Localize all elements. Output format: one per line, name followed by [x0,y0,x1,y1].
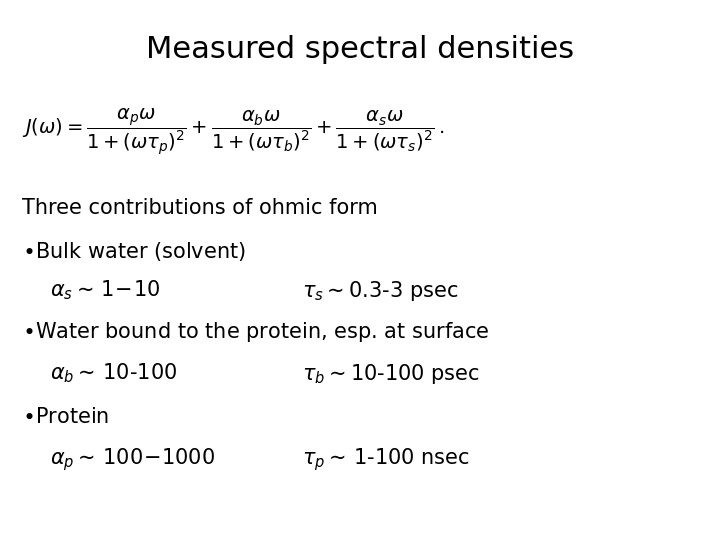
Text: $\tau_p \sim\, 1\text{-}100$ nsec: $\tau_p \sim\, 1\text{-}100$ nsec [302,447,470,474]
Text: $\bullet$Bulk water (solvent): $\bullet$Bulk water (solvent) [22,240,246,262]
Text: Three contributions of ohmic form: Three contributions of ohmic form [22,198,377,218]
Text: $\alpha_b \sim\, 10\text{-}100$: $\alpha_b \sim\, 10\text{-}100$ [50,362,178,386]
Text: $\bullet$Water bound to the protein, esp. at surface: $\bullet$Water bound to the protein, esp… [22,320,489,344]
Text: Measured spectral densities: Measured spectral densities [146,35,574,64]
Text: $\tau_s \sim 0.3\text{-}3$ psec: $\tau_s \sim 0.3\text{-}3$ psec [302,279,459,302]
Text: $J(\omega) = \dfrac{\alpha_p\omega}{1 + (\omega\tau_p)^2} + \dfrac{\alpha_b\omeg: $J(\omega) = \dfrac{\alpha_p\omega}{1 + … [22,107,444,158]
Text: $\tau_b \sim 10\text{-}100$ psec: $\tau_b \sim 10\text{-}100$ psec [302,362,480,386]
Text: $\alpha_s \sim\, 1\!-\!10$: $\alpha_s \sim\, 1\!-\!10$ [50,279,161,302]
Text: $\alpha_p{\sim}\, 100\!-\!1000$: $\alpha_p{\sim}\, 100\!-\!1000$ [50,447,215,474]
Text: $\bullet$Protein: $\bullet$Protein [22,407,109,427]
